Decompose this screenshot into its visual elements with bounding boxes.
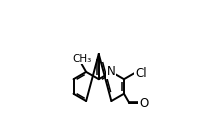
Text: Cl: Cl [135, 67, 147, 80]
Text: CH₃: CH₃ [72, 54, 91, 64]
Text: O: O [139, 97, 148, 110]
Text: N: N [107, 65, 116, 78]
